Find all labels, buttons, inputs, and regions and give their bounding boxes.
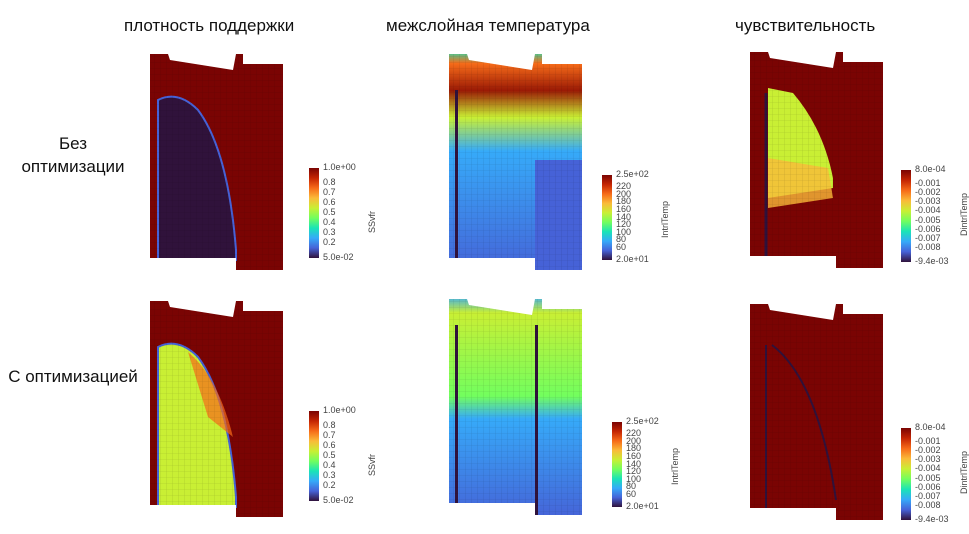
temp-opt-colorbar: [612, 422, 622, 507]
colorbar-tick-label: 200: [616, 188, 632, 199]
density-opt-colorbar: [309, 411, 319, 501]
colorbar-tick-label: 0.5: [323, 450, 336, 460]
colorbar-tick-label: 120: [626, 466, 642, 477]
density-opt-plot: [150, 301, 283, 517]
colorbar-tick-label: 60: [626, 489, 637, 500]
colorbar-tick-label: -0.007: [915, 491, 941, 501]
sens-opt-plot: [750, 304, 883, 520]
colorbar-tick-label: -0.002: [915, 445, 941, 455]
colorbar-tick-label: 2.5e+02: [626, 416, 659, 426]
colorbar-tick-label: 0.2: [323, 480, 336, 491]
colorbar-tick-label: -0.006: [915, 481, 941, 492]
density-no-opt-colorbar-title: SSvfr: [367, 210, 377, 233]
colorbar-tick-label: 0.8: [323, 176, 336, 187]
colorbar-tick-label: 0.4: [323, 460, 336, 471]
sens-opt-colorbar-title: DintrlTemp: [959, 450, 969, 494]
colorbar-tick-label: 100: [626, 473, 642, 484]
colorbar-tick-label: -0.001: [915, 435, 941, 446]
colorbar-tick-label: 1.0e+00: [323, 405, 356, 415]
colorbar-tick-label: -9.4e-03: [915, 514, 949, 524]
colorbar-tick-label: 180: [626, 443, 642, 454]
colorbar-tick-label: 160: [626, 450, 642, 461]
colorbar-tick-label: 8.0e-04: [915, 164, 946, 174]
colorbar-tick-label: 2.0e+01: [616, 254, 649, 264]
colorbar-tick-label: 220: [626, 427, 642, 438]
colorbar-tick-label: 80: [626, 481, 637, 492]
column-title-support-density: плотность поддержки: [124, 16, 295, 35]
colorbar-tick-label: 0.2: [323, 237, 336, 248]
colorbar-tick-label: 100: [616, 226, 632, 237]
sens-no-opt-colorbar: [901, 170, 911, 262]
sens-no-opt-plot: [750, 52, 883, 268]
colorbar-tick-label: 1.0e+00: [323, 162, 356, 172]
colorbar-tick-label: -0.001: [915, 177, 941, 188]
density-opt-colorbar-title: SSvfr: [367, 453, 377, 476]
colorbar-tick-label: -0.008: [915, 242, 941, 253]
colorbar-tick-label: 0.3: [323, 227, 336, 238]
temp-opt-plot: [449, 299, 582, 515]
colorbar-tick-label: 140: [616, 211, 632, 222]
colorbar-tick-label: 80: [616, 234, 627, 245]
colorbar-tick-label: -0.005: [915, 214, 941, 225]
colorbar-tick-label: -0.005: [915, 472, 941, 483]
colorbar-tick-label: 140: [626, 458, 642, 469]
row-label-without-optimization: Без оптимизации: [21, 134, 125, 176]
colorbar-tick-label: 0.7: [323, 429, 336, 440]
colorbar-tick-label: 0.7: [323, 186, 336, 197]
colorbar-tick-label: -0.004: [915, 205, 941, 216]
colorbar-tick-label: -0.003: [915, 196, 941, 207]
colorbar-tick-label: 5.0e-02: [323, 252, 354, 262]
colorbar-tick-label: -0.007: [915, 233, 941, 243]
colorbar-tick-label: 2.5e+02: [616, 169, 649, 179]
colorbar-tick-label: 0.6: [323, 196, 336, 207]
colorbar-tick-label: 2.0e+01: [626, 501, 659, 511]
colorbar-tick-label: -0.006: [915, 223, 941, 234]
colorbar-tick-label: 220: [616, 180, 632, 191]
colorbar-tick-label: -0.002: [915, 187, 941, 197]
colorbar-tick-label: 120: [616, 219, 632, 230]
colorbar-tick-label: 180: [616, 196, 632, 207]
sens-no-opt-colorbar-title: DintrlTemp: [959, 192, 969, 236]
temp-no-opt-plot: [449, 54, 582, 270]
colorbar-tick-label: -0.008: [915, 500, 941, 511]
colorbar-tick-label: 60: [616, 242, 627, 253]
column-title-interlayer-temperature: межслойная температура: [386, 16, 590, 35]
colorbar-tick-label: -0.004: [915, 463, 941, 474]
colorbar-tick-label: 0.4: [323, 217, 336, 228]
colorbar-tick-label: 0.3: [323, 470, 336, 481]
density-no-opt-colorbar: [309, 168, 319, 258]
colorbar-tick-label: 0.6: [323, 439, 336, 450]
colorbar-tick-label: 0.5: [323, 207, 336, 217]
temp-opt-colorbar-title: IntrlTemp: [670, 447, 680, 485]
colorbar-tick-label: 160: [616, 203, 632, 214]
sens-opt-colorbar: [901, 428, 911, 520]
temp-no-opt-colorbar: [602, 175, 612, 260]
column-title-sensitivity: чувствительность: [735, 16, 876, 35]
row-label-with-optimization: С оптимизацией: [8, 367, 138, 386]
colorbar-tick-label: 200: [626, 435, 642, 446]
colorbar-tick-label: 0.8: [323, 419, 336, 430]
colorbar-tick-label: -9.4e-03: [915, 256, 949, 266]
temp-no-opt-colorbar-title: IntrlTemp: [660, 200, 670, 238]
density-no-opt-plot: [150, 54, 283, 270]
colorbar-tick-label: 5.0e-02: [323, 495, 354, 505]
colorbar-tick-label: 8.0e-04: [915, 422, 946, 432]
colorbar-tick-label: -0.003: [915, 454, 941, 465]
